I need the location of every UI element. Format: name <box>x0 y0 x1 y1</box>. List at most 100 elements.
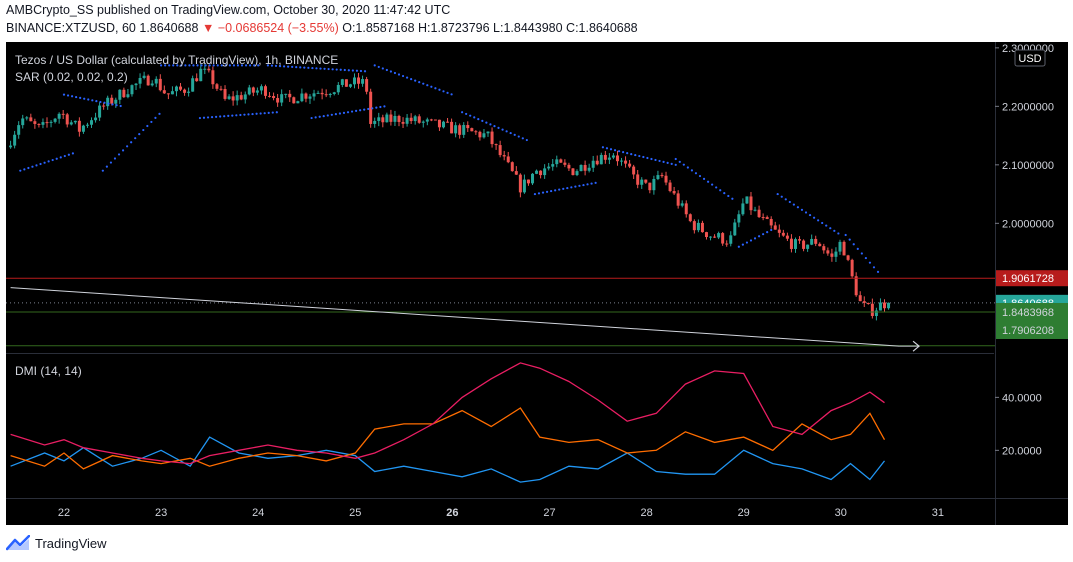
sar-dot <box>267 111 270 114</box>
candles <box>9 64 891 321</box>
candle-body <box>235 95 239 101</box>
candle-body <box>239 95 243 100</box>
sar-dot <box>776 192 779 196</box>
sar-dot <box>243 113 246 116</box>
sar-dot <box>634 153 637 157</box>
sar-dot <box>228 64 231 67</box>
sar-dot <box>719 189 722 192</box>
sar-dot <box>745 241 749 244</box>
sar-dot <box>848 238 851 241</box>
candle-body <box>17 125 21 135</box>
candle-body <box>466 125 470 129</box>
candle-body <box>146 75 150 86</box>
sar-dot <box>83 97 86 100</box>
sar-dot <box>263 112 266 115</box>
candle-body <box>381 117 385 123</box>
sar-dot <box>757 235 761 238</box>
candle-body <box>870 303 874 317</box>
sar-dot <box>558 188 561 191</box>
sar-dot <box>338 112 342 115</box>
date-tick-label: 22 <box>58 507 70 519</box>
candle-body <box>344 79 348 87</box>
sar-dot <box>23 168 26 171</box>
sar-dot <box>723 192 726 195</box>
candle-body <box>470 128 474 132</box>
sar-dot <box>550 189 553 193</box>
candle-body <box>769 218 773 226</box>
sar-dot <box>206 116 210 119</box>
sar-dot <box>658 159 661 163</box>
candle-body <box>21 118 25 126</box>
sar-dot <box>235 114 238 117</box>
candle-body <box>514 171 518 175</box>
candle-body <box>526 179 530 184</box>
sar-dot <box>753 237 757 240</box>
sar-dot <box>259 112 262 115</box>
sar-dot <box>461 111 464 114</box>
sar-dot <box>342 111 346 114</box>
candle-body <box>866 302 870 304</box>
sar-label: SAR (0.02, 0.02, 0.2) <box>15 70 128 84</box>
sar-dot <box>711 183 714 186</box>
candle-body <box>316 92 320 94</box>
candle-body <box>822 246 826 251</box>
candle-body <box>223 89 227 99</box>
date-tick-label: 27 <box>543 507 555 519</box>
tradingview-logo[interactable]: TradingView <box>6 535 107 551</box>
sar-dot <box>111 103 114 106</box>
candle-body <box>106 97 110 107</box>
candle-body <box>741 203 745 215</box>
candle-body <box>417 116 421 123</box>
sar-dot <box>150 120 153 124</box>
sar-dot <box>188 64 191 67</box>
adx-line <box>10 362 885 465</box>
candle-body <box>579 164 583 172</box>
candle-body <box>187 91 191 93</box>
candle-body <box>789 238 793 249</box>
chart-canvas[interactable]: 2.30000002.20000002.10000002.000000040.0… <box>6 42 1068 525</box>
sar-dot <box>829 227 832 230</box>
candle-body <box>834 251 838 257</box>
sar-dot <box>126 145 129 148</box>
candle-body <box>878 302 882 311</box>
candle-body <box>522 179 526 193</box>
sar-dot <box>220 64 223 67</box>
candle-body <box>195 78 199 82</box>
candle-body <box>607 157 611 160</box>
candle-body <box>765 217 769 219</box>
sar-dot <box>43 161 46 164</box>
ohlc-line: BINANCE:XTZUSD, 60 1.8640688 ▼ −0.068652… <box>6 21 638 35</box>
resistance-tag-bg <box>996 270 1068 287</box>
sar-dot <box>844 233 847 237</box>
sar-dot <box>287 65 290 68</box>
sar-dot <box>255 112 258 115</box>
candle-body <box>798 239 802 241</box>
sar-dot <box>804 211 808 214</box>
candle-body <box>276 98 280 103</box>
sar-dot <box>215 115 218 118</box>
sar-dot <box>418 81 421 84</box>
candle-body <box>737 214 741 223</box>
candle-body <box>142 75 146 78</box>
sar-dot <box>509 131 512 135</box>
candle-body <box>191 78 195 92</box>
sar-dot <box>70 95 74 98</box>
sar-dot <box>334 113 337 116</box>
sar-dot <box>216 64 219 67</box>
candle-body <box>632 166 636 175</box>
sar-dot <box>303 66 306 69</box>
sar-dot <box>311 66 314 70</box>
sar-dot <box>371 107 374 110</box>
sar-dot <box>355 109 358 112</box>
candle-body <box>263 86 267 96</box>
candle-body <box>437 119 441 128</box>
sar-dot <box>47 160 50 163</box>
sar-dot <box>401 74 405 78</box>
symbol: BINANCE:XTZUSD, 60 <box>6 21 136 35</box>
sar-dot <box>198 116 202 120</box>
candle-body <box>134 83 138 86</box>
chart-frame[interactable]: 2.3000000 2.2000000 2.1000000 2.0000000 40.0… <box>6 42 1068 525</box>
sar-dot <box>642 155 645 159</box>
candle-body <box>405 117 409 124</box>
sar-dot <box>780 195 783 198</box>
